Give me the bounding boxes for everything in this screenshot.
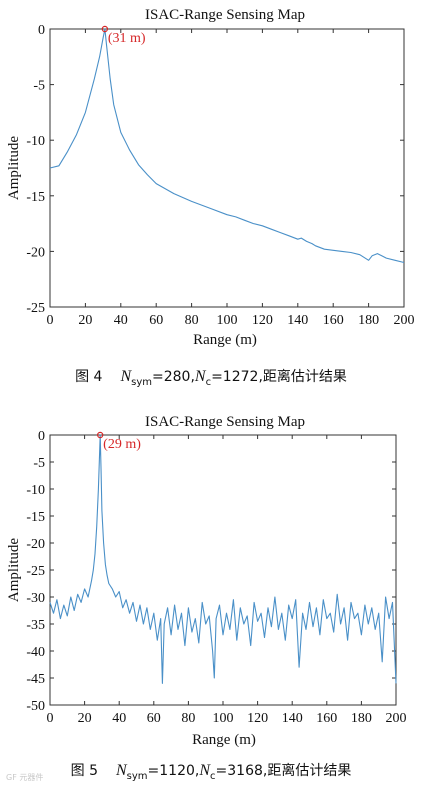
y-tick-label: -45 <box>26 672 45 687</box>
x-tick-label: 180 <box>351 711 372 726</box>
x-tick-labels: 0 20 40 60 80 100 120 140 160 180 200 <box>47 313 415 328</box>
figure-number: 图 4 <box>75 369 103 385</box>
x-tick-label: 140 <box>287 313 308 328</box>
range-chart-fig5: ISAC-Range Sensing Map 0 -5 -10 -15 -20 -25 -3… <box>6 414 407 748</box>
caption-description: 距离估计结果 <box>262 369 347 385</box>
y-tick-label: -15 <box>26 510 45 525</box>
x-tick-label: 100 <box>217 313 238 328</box>
nc-value: =1272, <box>211 369 263 385</box>
x-tick-label: 120 <box>252 313 273 328</box>
plot-area: (31 m) <box>49 25 405 308</box>
y-tick-labels: 0 -5 -10 -15 -20 -25 -30 -35 -40 -45 -50 <box>26 429 45 714</box>
x-tick-label: 80 <box>181 711 195 726</box>
x-tick-label: 200 <box>394 313 415 328</box>
nc-subscript: c <box>210 770 216 782</box>
x-tick-label: 0 <box>47 711 54 726</box>
x-tick-label: 120 <box>247 711 268 726</box>
nc-symbol: N <box>199 762 211 779</box>
y-tick-label: -5 <box>33 456 45 471</box>
x-tick-label: 20 <box>78 313 92 328</box>
nsym-subscript: sym <box>131 376 152 388</box>
range-chart-fig4: ISAC-Range Sensing Map 0 -5 -10 -15 -20 -25 0… <box>6 7 415 348</box>
peak-marker <box>96 431 104 439</box>
y-tick-label: 0 <box>38 429 45 444</box>
nsym-subscript: sym <box>126 770 148 782</box>
y-tick-label: -10 <box>26 134 45 149</box>
x-tick-label: 160 <box>316 711 337 726</box>
nsym-symbol: N <box>116 762 127 779</box>
y-tick-label: -30 <box>26 591 45 606</box>
y-tick-labels: 0 -5 -10 -15 -20 -25 <box>26 23 45 316</box>
x-tick-label: 100 <box>213 711 234 726</box>
x-tick-label: 160 <box>323 313 344 328</box>
x-axis-label: Range (m) <box>192 732 256 748</box>
y-tick-label: 0 <box>38 23 45 38</box>
amplitude-series-line <box>49 434 397 684</box>
plot-area: (29 m) <box>49 431 397 706</box>
y-tick-label: -20 <box>26 245 45 260</box>
plot-frame <box>49 28 405 308</box>
x-tick-label: 140 <box>282 711 303 726</box>
y-axis-label: Amplitude <box>6 538 22 603</box>
x-tick-labels: 0 20 40 60 80 100 120 140 160 180 200 <box>47 711 407 726</box>
chart-title: ISAC-Range Sensing Map <box>145 7 305 23</box>
nc-value: =3168, <box>215 763 268 779</box>
figure-number: 图 5 <box>70 763 98 779</box>
watermark: GF 元器件 <box>6 773 44 782</box>
x-tick-label: 200 <box>386 711 407 726</box>
peak-marker <box>101 25 109 33</box>
nc-symbol: N <box>194 368 206 385</box>
peak-annotation-label: (31 m) <box>108 31 146 46</box>
x-tick-label: 80 <box>185 313 199 328</box>
figure-caption-5: 图 5 Nsym=1120,Nc=3168,距离估计结果 <box>0 760 422 782</box>
x-tick-label: 60 <box>149 313 163 328</box>
y-tick-label: -15 <box>26 190 45 205</box>
nc-subscript: c <box>205 376 212 388</box>
figure-caption-4: 图 4 Nsym=280,Nc=1272,距离估计结果 <box>0 366 422 388</box>
nsym-value: =280, <box>152 369 195 385</box>
y-axis-label: Amplitude <box>6 136 22 201</box>
y-tick-label: -20 <box>26 537 45 552</box>
y-tick-label: -40 <box>26 645 45 660</box>
y-tick-label: -5 <box>33 79 45 94</box>
plot-frame <box>49 434 397 706</box>
y-tick-label: -35 <box>26 618 45 633</box>
x-tick-label: 40 <box>112 711 126 726</box>
y-tick-label: -10 <box>26 483 45 498</box>
amplitude-series-line <box>49 28 405 264</box>
x-tick-label: 180 <box>358 313 379 328</box>
nsym-symbol: N <box>120 368 132 385</box>
x-tick-label: 20 <box>78 711 92 726</box>
peak-annotation-label: (29 m) <box>103 437 141 452</box>
x-tick-label: 60 <box>147 711 161 726</box>
y-tick-label: -50 <box>26 699 45 714</box>
chart-title: ISAC-Range Sensing Map <box>145 414 305 430</box>
caption-description: 距离估计结果 <box>267 763 352 779</box>
x-tick-label: 0 <box>47 313 54 328</box>
y-tick-label: -25 <box>26 564 45 579</box>
x-axis-label: Range (m) <box>193 332 257 348</box>
nsym-value: =1120, <box>147 763 200 779</box>
y-tick-label: -25 <box>26 301 45 316</box>
x-tick-label: 40 <box>114 313 128 328</box>
